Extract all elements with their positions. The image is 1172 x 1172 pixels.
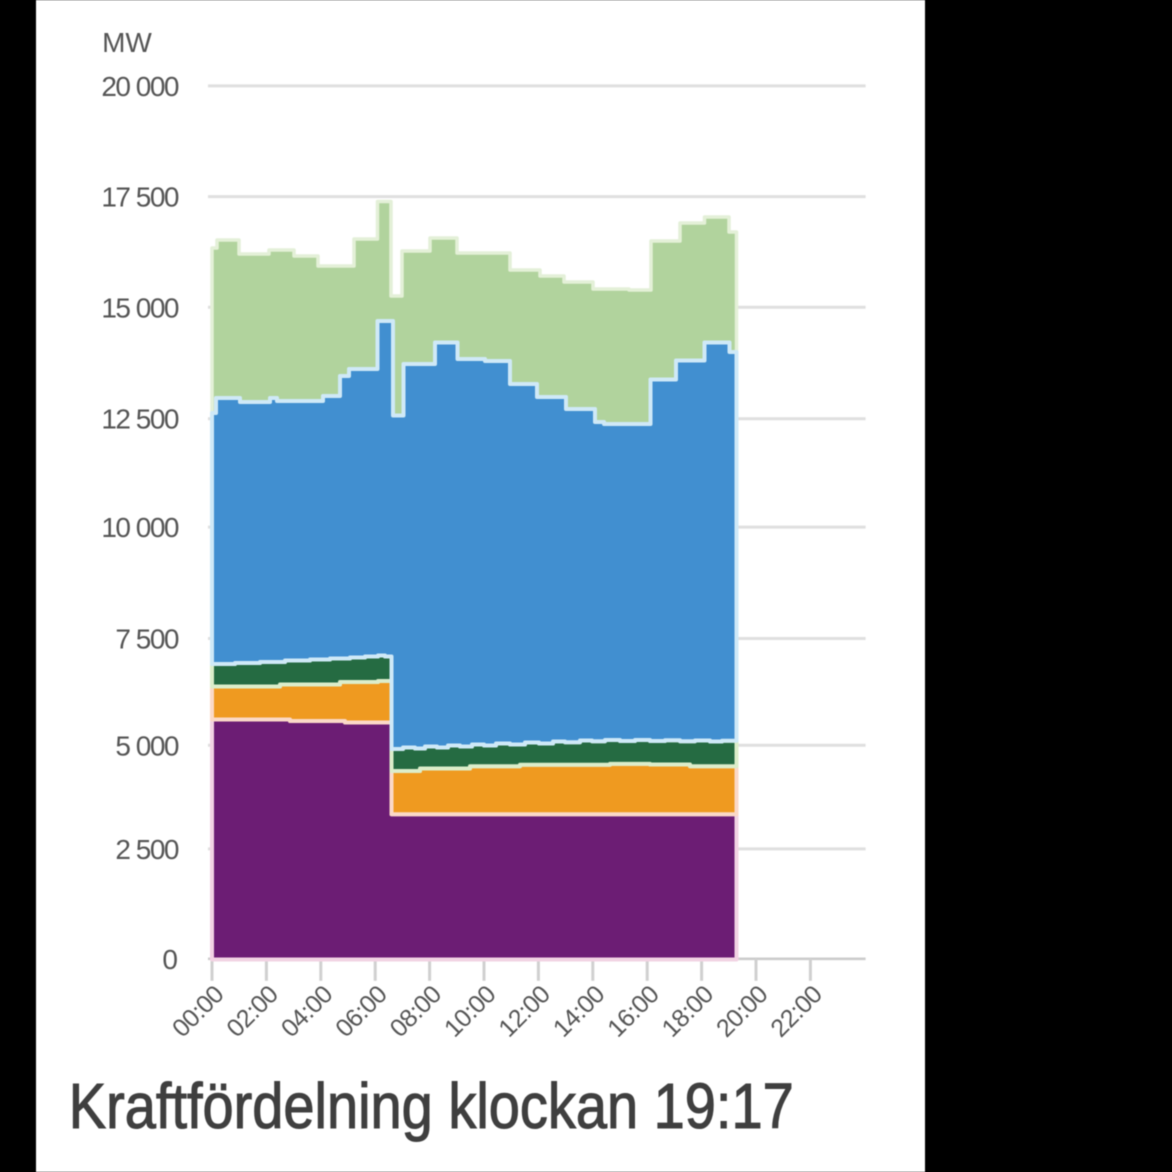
svg-text:14:00: 14:00 [548, 980, 610, 1042]
svg-text:08:00: 08:00 [385, 980, 447, 1042]
svg-text:20 000: 20 000 [101, 71, 179, 102]
svg-text:02:00: 02:00 [221, 980, 283, 1042]
svg-text:17 500: 17 500 [101, 182, 179, 213]
svg-text:18:00: 18:00 [657, 980, 719, 1042]
svg-text:15 000: 15 000 [101, 292, 179, 323]
svg-text:12:00: 12:00 [493, 980, 555, 1042]
svg-text:00:00: 00:00 [167, 980, 229, 1042]
svg-text:10:00: 10:00 [439, 980, 501, 1042]
svg-text:16:00: 16:00 [602, 980, 664, 1042]
svg-text:MW: MW [102, 27, 152, 58]
svg-text:0: 0 [162, 944, 178, 975]
svg-text:10 000: 10 000 [101, 512, 179, 543]
svg-text:5 000: 5 000 [115, 730, 178, 761]
svg-text:12 500: 12 500 [101, 404, 179, 435]
svg-text:7 500: 7 500 [115, 624, 178, 655]
svg-text:2 500: 2 500 [115, 834, 178, 865]
svg-text:22:00: 22:00 [765, 980, 827, 1042]
svg-text:20:00: 20:00 [711, 980, 773, 1042]
svg-text:06:00: 06:00 [330, 980, 392, 1042]
svg-text:04:00: 04:00 [276, 980, 338, 1042]
svg-text:Kraftfördelning klockan 19:17: Kraftfördelning klockan 19:17 [69, 1071, 794, 1142]
